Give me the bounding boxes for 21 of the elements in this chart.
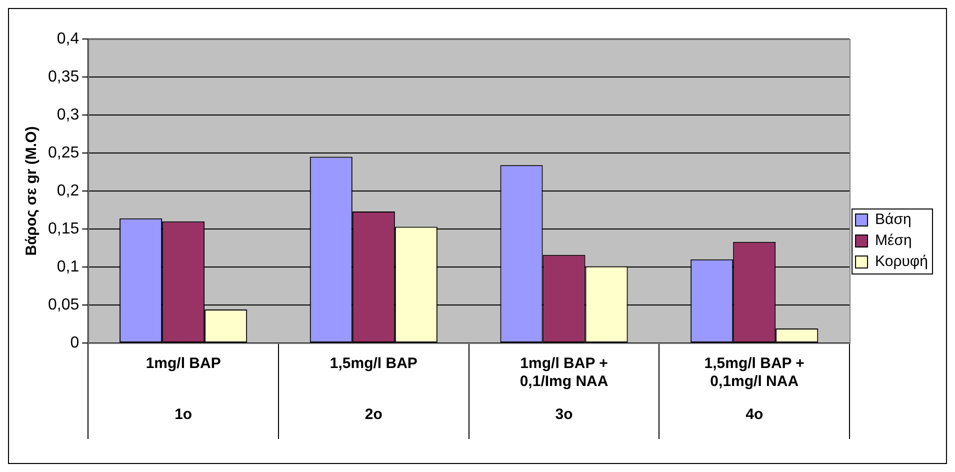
text: 1o	[174, 406, 192, 424]
y-tick-label: 0,05	[48, 296, 80, 314]
y-tick-label: 0,1	[56, 258, 80, 276]
legend-label: Μέση	[875, 232, 912, 250]
x-tick-label: 1mg/l BAP + 0,1/Img NAA	[520, 355, 608, 390]
x-tick-label: 1,5mg/l BAP	[330, 355, 418, 372]
y-tick-label: 0,25	[48, 144, 80, 162]
y-axis-title: Βάρος σε gr (Μ.Ο)	[23, 126, 40, 256]
x-tick-label: 1mg/l BAP	[146, 355, 221, 372]
y-tick-label: 0,2	[56, 182, 80, 200]
y-tick-label: 0	[70, 334, 80, 352]
text: 2o	[364, 406, 382, 424]
y-tick-label: 0,35	[48, 68, 80, 86]
y-tick-label: 0,15	[48, 220, 80, 238]
y-tick-label: 0,4	[56, 30, 80, 48]
text: 3o	[555, 406, 573, 424]
legend-label: Κορυφή	[875, 253, 928, 270]
legend-label: Βάση	[875, 211, 912, 228]
y-tick-label: 0,3	[56, 106, 80, 124]
x-tick-label: 1,5mg/l BAP + 0,1mg/l NAA	[704, 355, 805, 390]
text: 4o	[746, 406, 764, 424]
